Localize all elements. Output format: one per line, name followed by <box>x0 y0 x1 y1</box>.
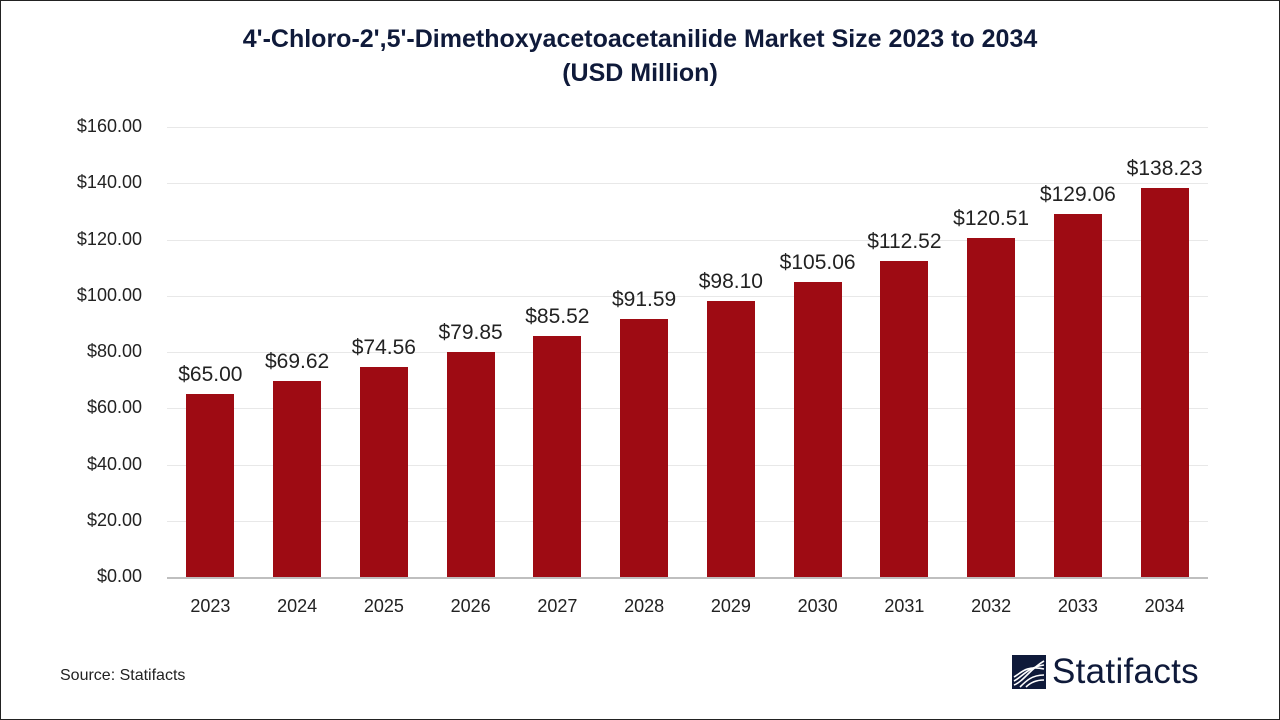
bar-2027 <box>533 336 582 577</box>
y-tick-label: $40.00 <box>86 453 142 474</box>
source-note: Source: Statifacts <box>60 667 186 684</box>
bar-value-label: $85.52 <box>525 305 590 329</box>
x-axis-line <box>167 577 1208 579</box>
bar-value-label: $79.85 <box>438 321 503 345</box>
statifacts-logo-icon <box>1012 655 1046 689</box>
gridline <box>167 183 1208 185</box>
bar-value-label: $98.10 <box>698 270 763 294</box>
bar-2033 <box>1053 214 1102 577</box>
y-tick-label: $100.00 <box>76 284 142 305</box>
x-tick-label: 2025 <box>363 596 404 616</box>
x-tick-label: 2027 <box>537 596 578 616</box>
y-tick-label: $0.00 <box>96 566 142 586</box>
y-tick-label: $120.00 <box>76 228 142 249</box>
gridline <box>167 520 1208 522</box>
x-tick-label: 2028 <box>624 596 665 616</box>
title-line-2: (USD Million) <box>562 59 718 87</box>
bar-2028 <box>620 319 669 577</box>
y-tick-label: $20.00 <box>86 509 142 530</box>
bar-2025 <box>359 367 408 577</box>
x-tick-label: 2033 <box>1057 596 1098 616</box>
x-tick-label: 2023 <box>190 596 231 616</box>
x-tick-label: 2030 <box>797 596 838 616</box>
x-tick-label: 2024 <box>277 596 318 616</box>
x-tick-label: 2026 <box>450 596 491 616</box>
bar-2026 <box>446 352 495 577</box>
x-tick-label: 2034 <box>1144 596 1185 616</box>
y-tick-label: $80.00 <box>86 341 142 361</box>
gridline <box>167 239 1208 241</box>
bar-value-label: $105.06 <box>779 250 856 274</box>
bar-2030 <box>793 281 842 577</box>
x-tick-label: 2032 <box>971 596 1012 616</box>
bar-value-label: $91.59 <box>612 288 677 312</box>
bar-value-label: $74.56 <box>351 336 416 360</box>
plot-area: $65.00 $69.62 $74.56 $79.85 $85.52 $91.59 $98.… <box>167 127 1208 579</box>
brand-name: Statifacts <box>1052 652 1199 691</box>
chart-title: 4'-Chloro-2',5'-Dimethoxyacetoacetanilid… <box>0 22 1280 90</box>
y-tick-label: $60.00 <box>86 397 142 418</box>
gridline <box>167 295 1208 297</box>
bar-value-label: $112.52 <box>867 229 942 253</box>
gridline <box>167 408 1208 410</box>
bar-2023 <box>186 394 235 577</box>
y-tick-label: $160.00 <box>76 116 142 136</box>
bar-value-label: $129.06 <box>1039 183 1116 207</box>
gridline <box>167 352 1208 353</box>
bar-value-label: $65.00 <box>178 363 243 387</box>
title-line-1: 4'-Chloro-2',5'-Dimethoxyacetoacetanilid… <box>242 25 1038 53</box>
x-tick-label: 2031 <box>884 596 925 616</box>
bar-2029 <box>706 301 755 577</box>
bar-value-label: $138.23 <box>1126 157 1203 181</box>
bar-value-label: $120.51 <box>953 207 1030 231</box>
gridline <box>167 127 1208 128</box>
gridline <box>167 464 1208 466</box>
bar-2034 <box>1140 188 1189 577</box>
brand-logo: Statifacts <box>1012 652 1199 692</box>
bar-2031 <box>880 260 929 577</box>
x-tick-label: 2029 <box>710 596 751 616</box>
bar-value-label: $69.62 <box>265 350 330 374</box>
bar-2032 <box>967 238 1016 577</box>
bar-2024 <box>273 381 322 577</box>
y-tick-label: $140.00 <box>76 172 142 193</box>
